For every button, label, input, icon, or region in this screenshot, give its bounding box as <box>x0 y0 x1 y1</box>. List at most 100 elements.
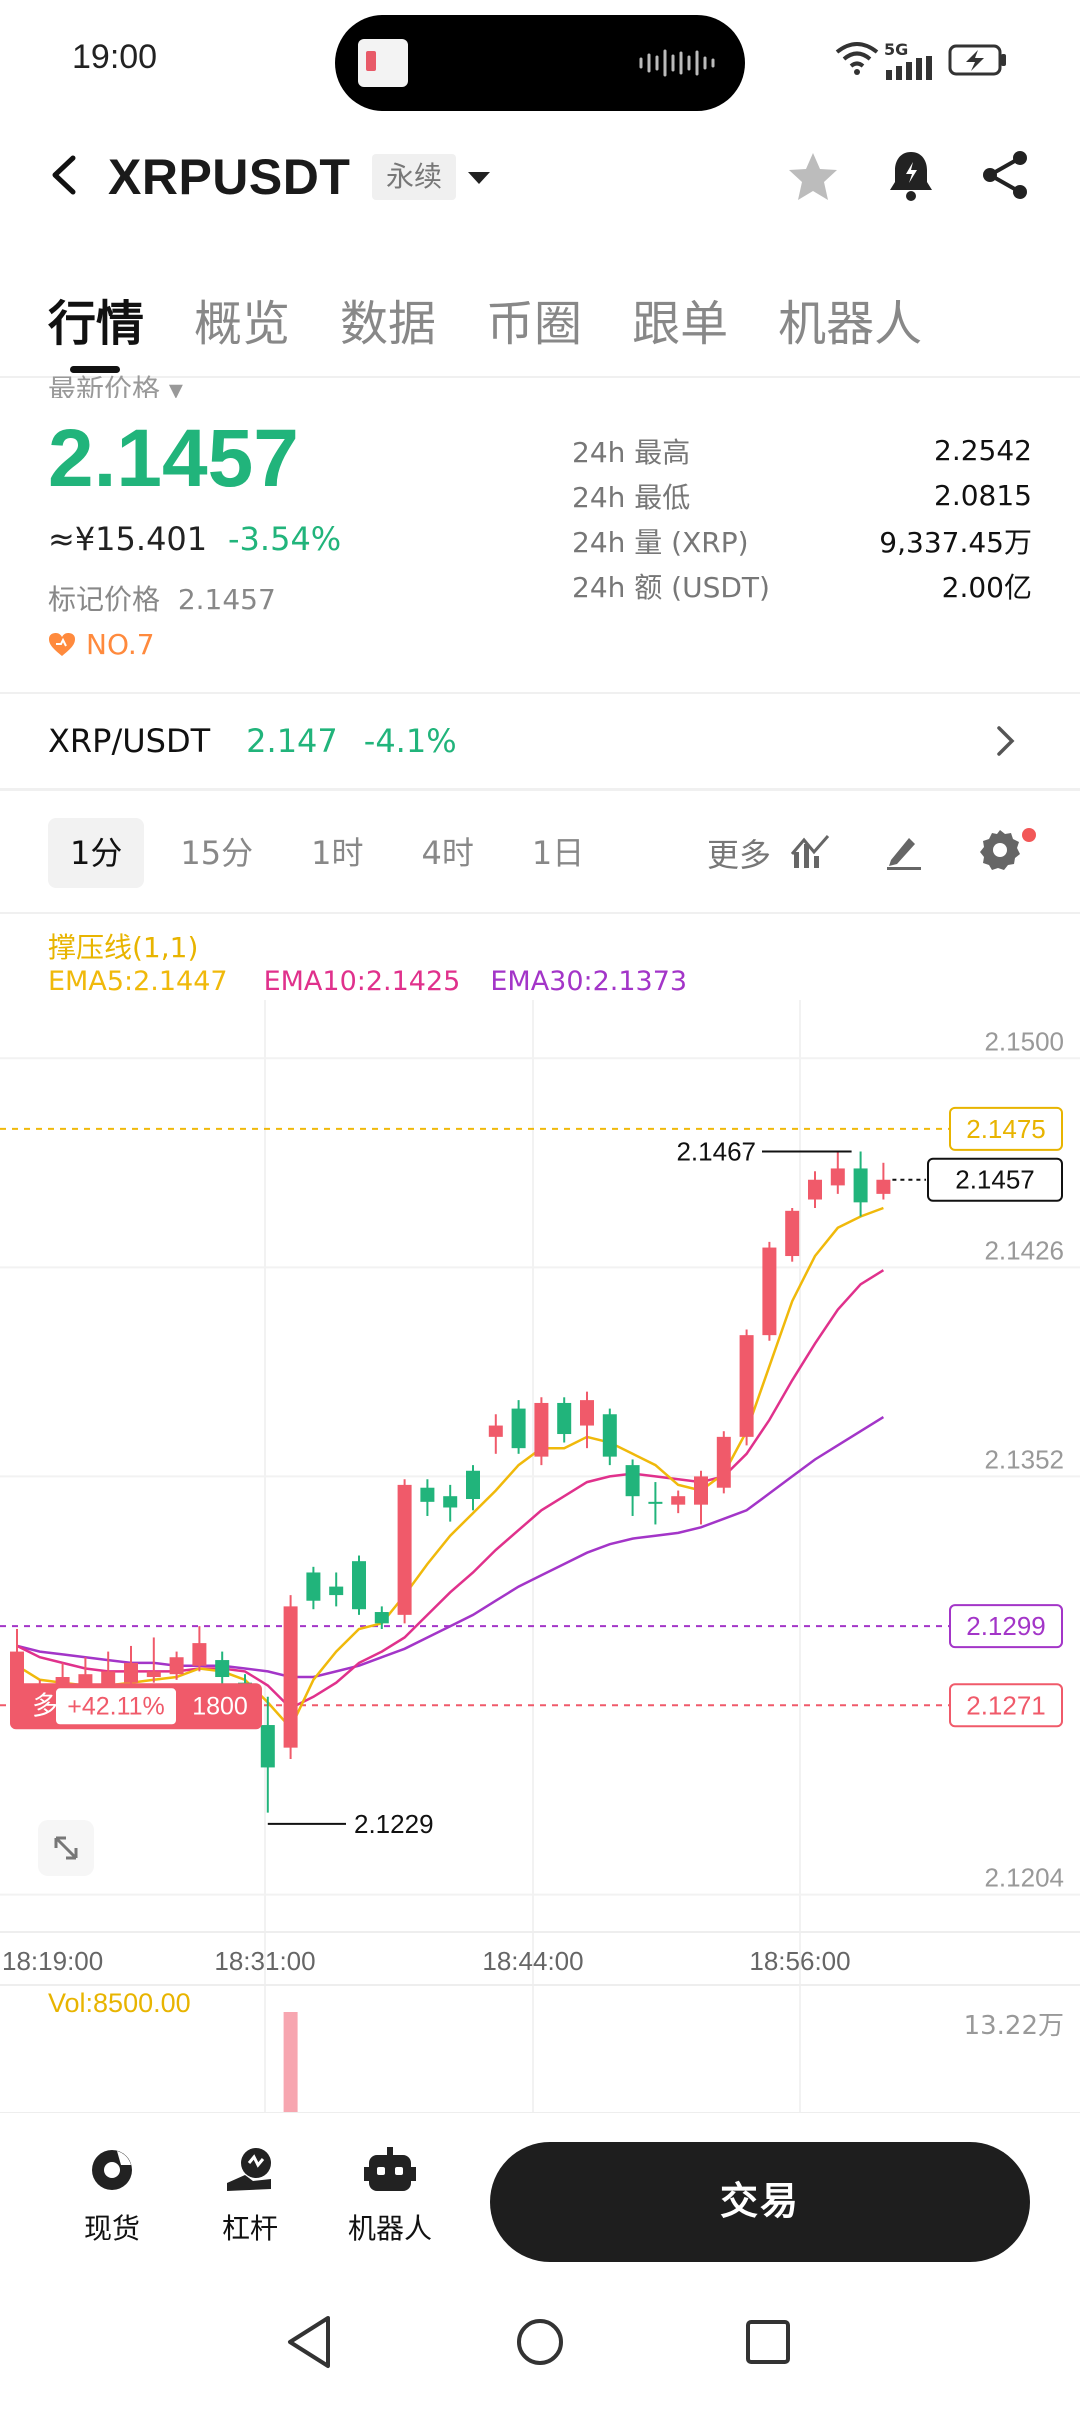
candle-body <box>169 1657 184 1675</box>
tab-data[interactable]: 数据 <box>340 296 437 352</box>
high-marker-label: 2.1467 <box>676 1136 756 1166</box>
more-intervals-button[interactable]: 更多 <box>707 836 772 874</box>
interval-4h[interactable]: 4时 <box>421 834 474 872</box>
position-price-tag-box <box>949 1683 1063 1728</box>
robot-icon <box>364 2147 416 2191</box>
position-side: 多 <box>32 1691 58 1721</box>
candle-body <box>466 1470 480 1500</box>
indicator-icon[interactable] <box>790 832 830 872</box>
chevron-right-icon[interactable] <box>995 724 1017 758</box>
tab-market[interactable]: 行情 <box>48 296 145 352</box>
change-percent: -3.54% <box>228 520 342 558</box>
candle-body <box>808 1179 822 1200</box>
candle-body <box>374 1612 389 1624</box>
divider <box>0 376 1080 378</box>
volume-axis-label: 13.22万 <box>964 2011 1064 2041</box>
y-tick-label: 2.1426 <box>984 1235 1064 1265</box>
stat-value: 2.00亿 <box>941 570 1032 604</box>
wifi-icon <box>835 42 879 75</box>
spot-icon <box>92 2150 132 2190</box>
nav-back-icon[interactable] <box>288 2316 330 2368</box>
trade-button[interactable]: 交易 <box>490 2142 1030 2262</box>
y-tick-label: 2.1352 <box>984 1444 1064 1474</box>
ema30-line <box>16 1416 885 1679</box>
candle-body <box>397 1484 412 1615</box>
stat-value: 2.2542 <box>934 434 1032 467</box>
stat-label: 24h 最低 <box>572 480 691 514</box>
rank-badge[interactable]: NO.7 <box>48 628 155 661</box>
tab-copy-trade[interactable]: 跟单 <box>632 296 729 352</box>
position-pnl: +42.11% <box>67 1692 165 1720</box>
ema10-value: EMA10:2.1425 <box>263 966 461 997</box>
chart-settings-gear-icon[interactable] <box>978 828 1022 872</box>
candle-body <box>146 1671 161 1678</box>
current-price-tag: 2.1457 <box>955 1165 1035 1195</box>
x-tick-label: 18:56:00 <box>749 1946 850 1976</box>
section-tabs: 行情 概览 数据 币圈 跟单 机器人 <box>48 284 972 354</box>
stat-row: 24h 最低 2.0815 <box>572 473 1032 518</box>
volume-label: Vol:8500.00 <box>48 1988 191 2018</box>
nav-home-icon[interactable] <box>517 2319 563 2365</box>
spot-market-link[interactable]: XRP/USDT 2.147 -4.1% <box>48 722 457 760</box>
candle-body <box>853 1168 868 1203</box>
interval-1m[interactable]: 1分 <box>48 818 145 888</box>
spot-pair: XRP/USDT <box>48 722 211 760</box>
interval-15m[interactable]: 15分 <box>180 834 254 872</box>
candle-body <box>306 1572 321 1601</box>
stat-label: 24h 量 (XRP) <box>572 525 749 559</box>
candle-body <box>785 1210 800 1257</box>
candle-body <box>283 1606 298 1748</box>
dynamic-island <box>335 15 745 111</box>
position-size: 1800 <box>192 1692 248 1720</box>
notification-dot <box>1022 828 1036 842</box>
resistance-price-tag-box <box>949 1106 1063 1151</box>
tab-community[interactable]: 币圈 <box>486 296 583 352</box>
drawing-tool-icon[interactable] <box>883 830 923 870</box>
candlestick-chart[interactable]: 2.1500 2.1426 2.1352 2.1204 2.1475 2.1299 2.12… <box>0 1000 1080 2120</box>
nav-bot[interactable]: 机器人 <box>330 2145 450 2247</box>
candle-body <box>215 1660 230 1678</box>
candle-body <box>192 1643 207 1666</box>
spot-price: 2.147 <box>246 722 338 760</box>
nav-recents-icon[interactable] <box>746 2320 790 2364</box>
last-price: 2.1457 <box>48 413 299 504</box>
interval-1d[interactable]: 1日 <box>531 834 585 872</box>
tab-bot[interactable]: 机器人 <box>778 296 923 352</box>
chart-canvas[interactable]: 2.1500 2.1426 2.1352 2.1204 2.1475 2.1299 2.12… <box>0 1000 1080 2120</box>
candle-body <box>260 1725 275 1768</box>
candle-body <box>671 1496 686 1505</box>
back-arrow-icon[interactable] <box>45 150 85 200</box>
ema30-value: EMA30:2.1373 <box>490 966 688 997</box>
candle-body <box>602 1414 617 1457</box>
ema5-line <box>16 1206 884 1731</box>
stat-value: 9,337.45万 <box>879 525 1032 559</box>
expand-icon <box>54 1836 78 1860</box>
ema-level-price-tag-box <box>949 1604 1063 1649</box>
caret-down-icon[interactable] <box>466 170 492 186</box>
stat-row: 24h 量 (XRP) 9,337.45万 <box>572 518 1032 563</box>
x-tick-label: 18:44:00 <box>482 1946 583 1976</box>
cny-price: ≈¥15.401 <box>48 520 208 558</box>
favorite-star-icon[interactable] <box>786 150 840 204</box>
margin-icon <box>227 2148 271 2191</box>
nav-spot[interactable]: 现货 <box>52 2145 172 2247</box>
nav-margin-label: 杠杆 <box>221 2212 278 2245</box>
candle-body <box>762 1247 777 1336</box>
pair-title[interactable]: XRPUSDT <box>108 149 351 205</box>
candle-body <box>124 1662 138 1683</box>
stat-row: 24h 最高 2.2542 <box>572 428 1032 473</box>
divider <box>0 692 1080 694</box>
support-resistance-label[interactable]: 撑压线(1,1) <box>48 931 199 964</box>
divider <box>0 912 1080 914</box>
battery-icon <box>948 44 1006 76</box>
candle-body <box>101 1671 116 1686</box>
divider <box>0 788 1080 791</box>
audio-wave-icon <box>639 49 715 77</box>
interval-1h[interactable]: 1时 <box>311 834 364 872</box>
signal-icon <box>886 56 932 80</box>
candle-body <box>625 1465 640 1497</box>
share-icon[interactable] <box>978 148 1032 202</box>
nav-margin[interactable]: 杠杆 <box>190 2145 310 2247</box>
price-alert-bell-icon[interactable] <box>885 148 937 204</box>
tab-overview[interactable]: 概览 <box>194 296 291 352</box>
